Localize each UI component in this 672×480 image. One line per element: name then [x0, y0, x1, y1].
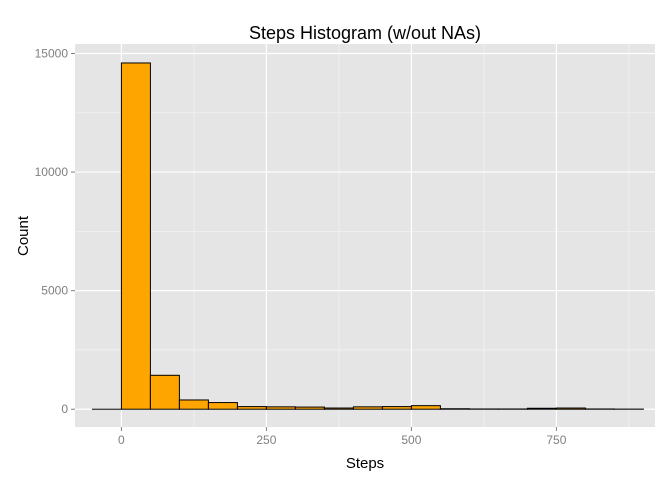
histogram-bar [410, 405, 441, 410]
histogram-bar [265, 406, 296, 410]
histogram-bar [207, 402, 238, 410]
x-tick-label: 750 [546, 433, 566, 447]
plot-panel [75, 44, 655, 427]
histogram-bar [352, 406, 383, 410]
y-tick-label: 5000 [41, 284, 68, 298]
x-axis-ticks: 0 250 500 750 [118, 427, 567, 447]
histogram-bar [236, 406, 267, 410]
y-axis-ticks: 0 5000 10000 15000 [35, 46, 75, 416]
y-tick-label: 10000 [35, 165, 69, 179]
x-tick-label: 0 [118, 433, 125, 447]
histogram-bar [149, 374, 180, 410]
x-tick-label: 250 [256, 433, 276, 447]
histogram-bar [555, 407, 586, 410]
x-axis-title: Steps [346, 455, 384, 472]
histogram-bar [294, 406, 325, 410]
x-tick-label: 500 [401, 433, 421, 447]
histogram-bar [526, 407, 557, 410]
y-axis-title: Count [15, 215, 32, 256]
histogram-bar [178, 399, 209, 410]
y-tick-label: 0 [61, 402, 68, 416]
histogram-bar [120, 62, 151, 410]
y-tick-label: 15000 [35, 46, 69, 60]
grid-minor [75, 44, 655, 427]
chart-title: Steps Histogram (w/out NAs) [249, 23, 481, 43]
histogram-bar [323, 407, 354, 410]
bars [91, 62, 644, 410]
histogram-bar [381, 406, 412, 410]
